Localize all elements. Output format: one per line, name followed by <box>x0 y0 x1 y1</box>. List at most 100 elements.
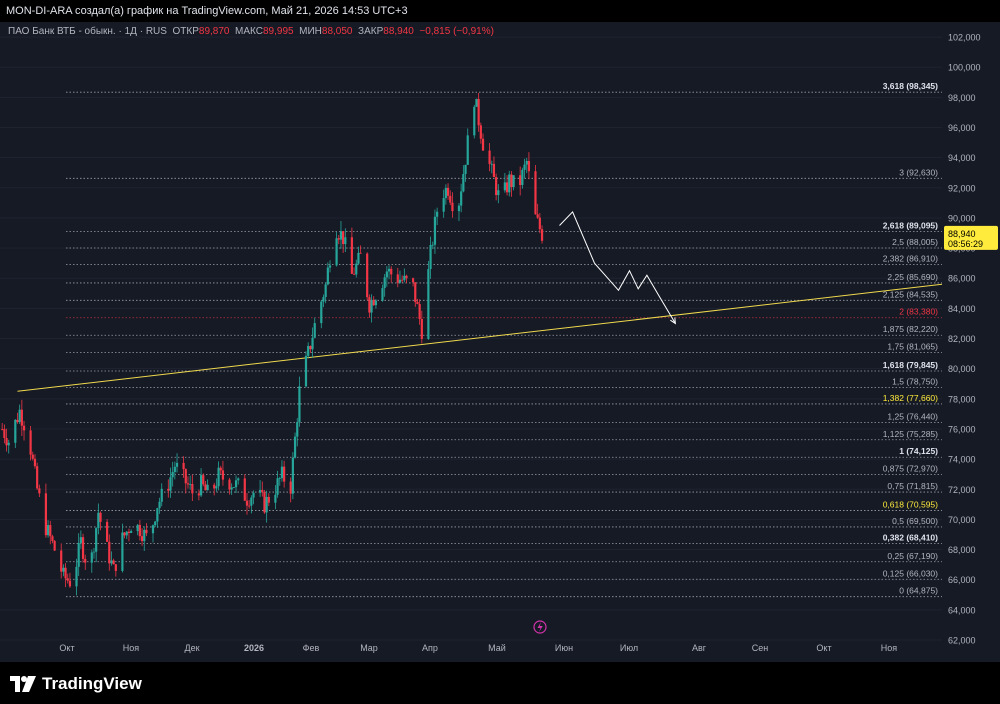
candle-body <box>204 484 207 491</box>
candle-body <box>398 279 402 283</box>
candle-body <box>261 489 264 493</box>
fib-level-label: 0,75 (71,815) <box>887 481 938 491</box>
candle-body <box>296 422 299 437</box>
candle-body <box>125 531 128 536</box>
candle-body <box>505 182 509 193</box>
candle-body <box>62 567 65 572</box>
candle-body <box>189 483 192 485</box>
candle-body <box>324 284 327 298</box>
fib-level-label: 1,618 (79,845) <box>883 360 938 370</box>
candle-body <box>217 467 220 487</box>
fib-level-label: 1,75 (81,065) <box>887 342 938 352</box>
candle-body <box>245 500 249 506</box>
candle-body <box>221 470 225 480</box>
x-tick-label: Июн <box>555 643 573 653</box>
candle-body <box>92 551 96 553</box>
candle-body <box>381 288 384 301</box>
candle-body <box>497 190 500 196</box>
candle-body <box>477 98 480 126</box>
candle-body <box>130 531 133 533</box>
fib-level-label: 1 (74,125) <box>899 446 938 456</box>
y-tick-label: 78,000 <box>948 394 976 404</box>
candle-body <box>355 263 358 275</box>
y-tick-label: 66,000 <box>948 575 976 585</box>
price-chart[interactable]: 3,618 (98,345) 3 (92,630) 2,618 (89,095) 2,… <box>0 22 1000 662</box>
candle-body <box>29 430 32 455</box>
candle-body <box>114 564 117 571</box>
candle-body <box>442 198 445 212</box>
candle-body <box>293 436 297 458</box>
candle-body <box>95 528 98 552</box>
x-tick-label: Окт <box>59 643 74 653</box>
candle-body <box>540 229 544 241</box>
fib-level-label: 3 (92,630) <box>899 167 938 177</box>
price-badge-countdown: 08:56:29 <box>948 239 983 249</box>
tradingview-brand[interactable]: TradingView <box>10 674 142 694</box>
candle-body <box>105 521 109 542</box>
candle-body <box>123 532 126 536</box>
brand-name: TradingView <box>42 674 142 693</box>
candle-body <box>108 541 111 564</box>
y-tick-label: 64,000 <box>948 605 976 615</box>
candle-body <box>503 182 506 191</box>
candle-body <box>508 174 511 193</box>
candle-body <box>53 540 56 551</box>
candle-body <box>444 187 447 199</box>
candle-body <box>77 543 80 567</box>
candle-body <box>383 277 386 289</box>
y-tick-label: 94,000 <box>948 153 976 163</box>
fib-level-label: 2,5 (88,005) <box>892 237 938 247</box>
candle-body <box>352 273 356 275</box>
fib-level-label: 0,125 (66,030) <box>883 568 938 578</box>
x-tick-label: Апр <box>422 643 438 653</box>
candle-body <box>169 477 172 491</box>
candle-body <box>219 467 222 471</box>
candle-body <box>280 466 284 479</box>
candle-body <box>38 488 41 494</box>
fib-level-label: 1,125 (75,285) <box>883 429 938 439</box>
fib-level-label: 2,25 (85,690) <box>887 272 938 282</box>
y-tick-label: 70,000 <box>948 515 976 525</box>
projection-arrowhead <box>670 317 676 325</box>
candle-body <box>18 409 21 423</box>
candle-body <box>401 279 404 281</box>
x-tick-label: Май <box>488 643 506 653</box>
y-tick-label: 102,000 <box>948 33 981 43</box>
candle-body <box>5 438 8 446</box>
candle-body <box>427 269 430 339</box>
candle-body <box>313 323 316 338</box>
candle-body <box>473 106 476 136</box>
candle-body <box>191 483 194 494</box>
fib-level-label: 0,618 (70,595) <box>883 499 938 509</box>
candle-body <box>60 550 63 572</box>
candle-body <box>390 268 393 275</box>
candle-body <box>97 512 100 529</box>
candle-body <box>232 487 235 488</box>
y-tick-label: 74,000 <box>948 455 976 465</box>
lightning-icon <box>533 620 547 634</box>
candle-body <box>213 484 216 489</box>
candle-body <box>197 493 200 496</box>
y-tick-label: 86,000 <box>948 274 976 284</box>
candle-body <box>359 252 362 254</box>
candle-body <box>536 214 539 218</box>
y-tick-label: 72,000 <box>948 485 976 495</box>
candle-body <box>337 238 340 240</box>
chart-area[interactable]: 3,618 (98,345) 3 (92,630) 2,618 (89,095) 2,… <box>0 22 1000 662</box>
x-tick-label: Ноя <box>123 643 140 653</box>
legend-low-label: МИН <box>299 26 322 37</box>
candle-body <box>534 171 537 215</box>
candle-body <box>175 462 179 467</box>
candle-body <box>326 267 329 285</box>
candle-body <box>138 524 141 537</box>
candle-body <box>322 297 325 302</box>
chart-header: MON-DI-ARA создал(а) график на TradingVi… <box>0 0 1000 22</box>
candle-body <box>36 466 39 489</box>
candle-body <box>186 483 190 485</box>
candle-body <box>248 505 251 507</box>
candle-body <box>488 150 491 164</box>
legend-open-value: 89,870 <box>198 26 230 37</box>
candle-body <box>143 529 146 542</box>
y-tick-label: 98,000 <box>948 93 976 103</box>
candle-body <box>16 419 19 423</box>
